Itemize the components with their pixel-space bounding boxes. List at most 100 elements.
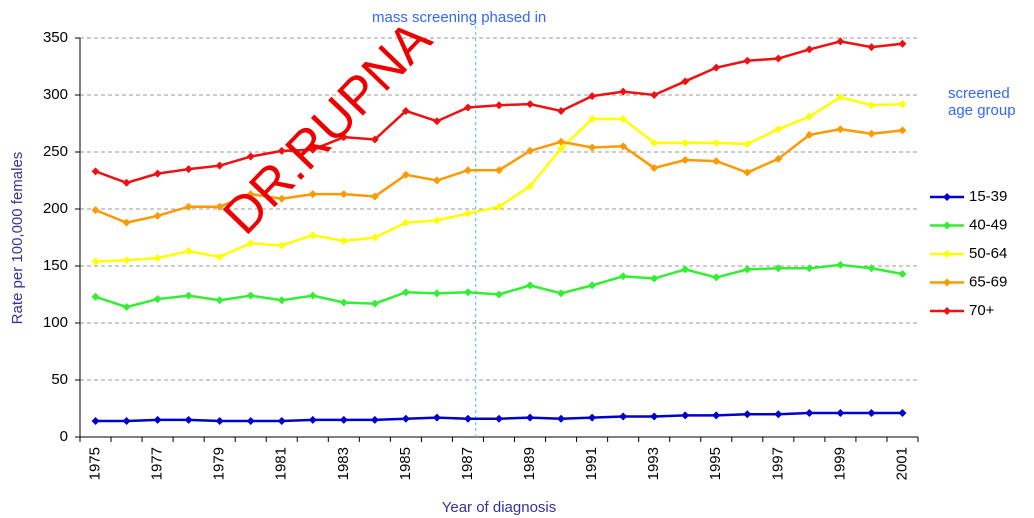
data-point [122, 218, 131, 227]
data-point [308, 415, 317, 424]
annotation: screened age group [948, 85, 1016, 119]
data-point [650, 163, 659, 172]
data-point [91, 167, 100, 176]
watermark: DR.RUPNA [212, 10, 443, 246]
data-point [557, 144, 566, 153]
series-line [95, 95, 903, 263]
legend-marker [943, 221, 951, 230]
x-tick-label: 1991 [583, 447, 600, 480]
x-tick-label: 1993 [645, 447, 662, 480]
data-point [588, 114, 597, 123]
x-tick-label: 1997 [769, 447, 786, 480]
data-point [432, 413, 441, 422]
data-point [743, 56, 752, 65]
data-point [246, 417, 255, 426]
data-point [619, 412, 628, 421]
data-point [557, 106, 566, 115]
data-point [526, 413, 535, 422]
data-point [277, 417, 286, 426]
data-point [246, 291, 255, 300]
data-point [898, 39, 907, 48]
data-point [712, 138, 721, 147]
data-point [122, 303, 131, 312]
data-point [153, 295, 162, 304]
data-point [122, 417, 131, 426]
data-point [184, 247, 193, 256]
data-point [712, 63, 721, 72]
data-point [495, 290, 503, 299]
data-point [557, 414, 566, 423]
data-point [867, 43, 876, 52]
data-point [836, 125, 845, 134]
y-tick-label: 100 [43, 314, 68, 331]
data-point [774, 154, 783, 163]
x-tick-label: 1975 [86, 447, 103, 480]
data-point [184, 291, 193, 300]
legend-label: 70+ [969, 302, 995, 319]
x-tick-label: 1979 [211, 447, 228, 480]
data-point [805, 130, 814, 139]
data-point [339, 236, 348, 245]
data-point [463, 209, 472, 218]
x-tick-label: 1995 [707, 447, 724, 480]
data-point [339, 415, 348, 424]
series-line [95, 40, 903, 185]
data-point [91, 206, 100, 215]
data-point [339, 133, 348, 142]
data-point [619, 142, 628, 151]
data-point [401, 106, 410, 115]
data-point [370, 233, 379, 242]
data-point [308, 190, 317, 199]
data-point [153, 211, 162, 220]
data-point [91, 257, 100, 266]
x-tick-label: 1977 [149, 447, 166, 480]
data-point [495, 166, 503, 175]
data-point [836, 260, 845, 269]
annotation: mass screening phased in [372, 9, 547, 26]
data-point [743, 265, 752, 274]
data-point [215, 417, 224, 426]
y-axis-title: Rate per 100,000 females [9, 152, 26, 325]
data-point [836, 409, 845, 418]
data-point [122, 256, 131, 265]
data-point [805, 409, 814, 418]
legend-marker [943, 193, 951, 201]
y-tick-label: 350 [43, 29, 68, 46]
data-point [681, 138, 690, 147]
data-point [681, 77, 690, 86]
x-tick-label: 1983 [335, 447, 352, 480]
y-tick-label: 300 [43, 86, 68, 103]
x-tick-label: 1999 [831, 447, 848, 480]
data-point [91, 417, 100, 426]
legend-marker [943, 278, 951, 287]
data-point [774, 125, 783, 134]
data-point [774, 264, 783, 273]
data-point [526, 281, 535, 290]
data-point [526, 182, 535, 191]
data-point [495, 101, 503, 110]
data-point [184, 415, 193, 424]
data-point [432, 117, 441, 126]
data-point [339, 298, 348, 307]
data-point [401, 218, 410, 227]
y-tick-label: 0 [60, 428, 68, 445]
data-point [867, 101, 876, 110]
data-point [370, 299, 379, 308]
data-point [215, 296, 224, 305]
x-axis-title: Year of diagnosis [442, 499, 557, 516]
data-point [184, 202, 193, 211]
y-tick-label: 250 [43, 143, 68, 160]
data-point [588, 281, 597, 290]
legend-marker [943, 307, 951, 315]
data-point [712, 273, 721, 282]
data-point [681, 155, 690, 164]
data-point [432, 289, 441, 298]
data-point [246, 239, 255, 248]
data-point [370, 415, 379, 424]
data-point [774, 410, 783, 419]
legend-label: 15-39 [969, 188, 1007, 205]
data-point [588, 143, 597, 152]
data-point [401, 170, 410, 179]
data-point [401, 414, 410, 423]
